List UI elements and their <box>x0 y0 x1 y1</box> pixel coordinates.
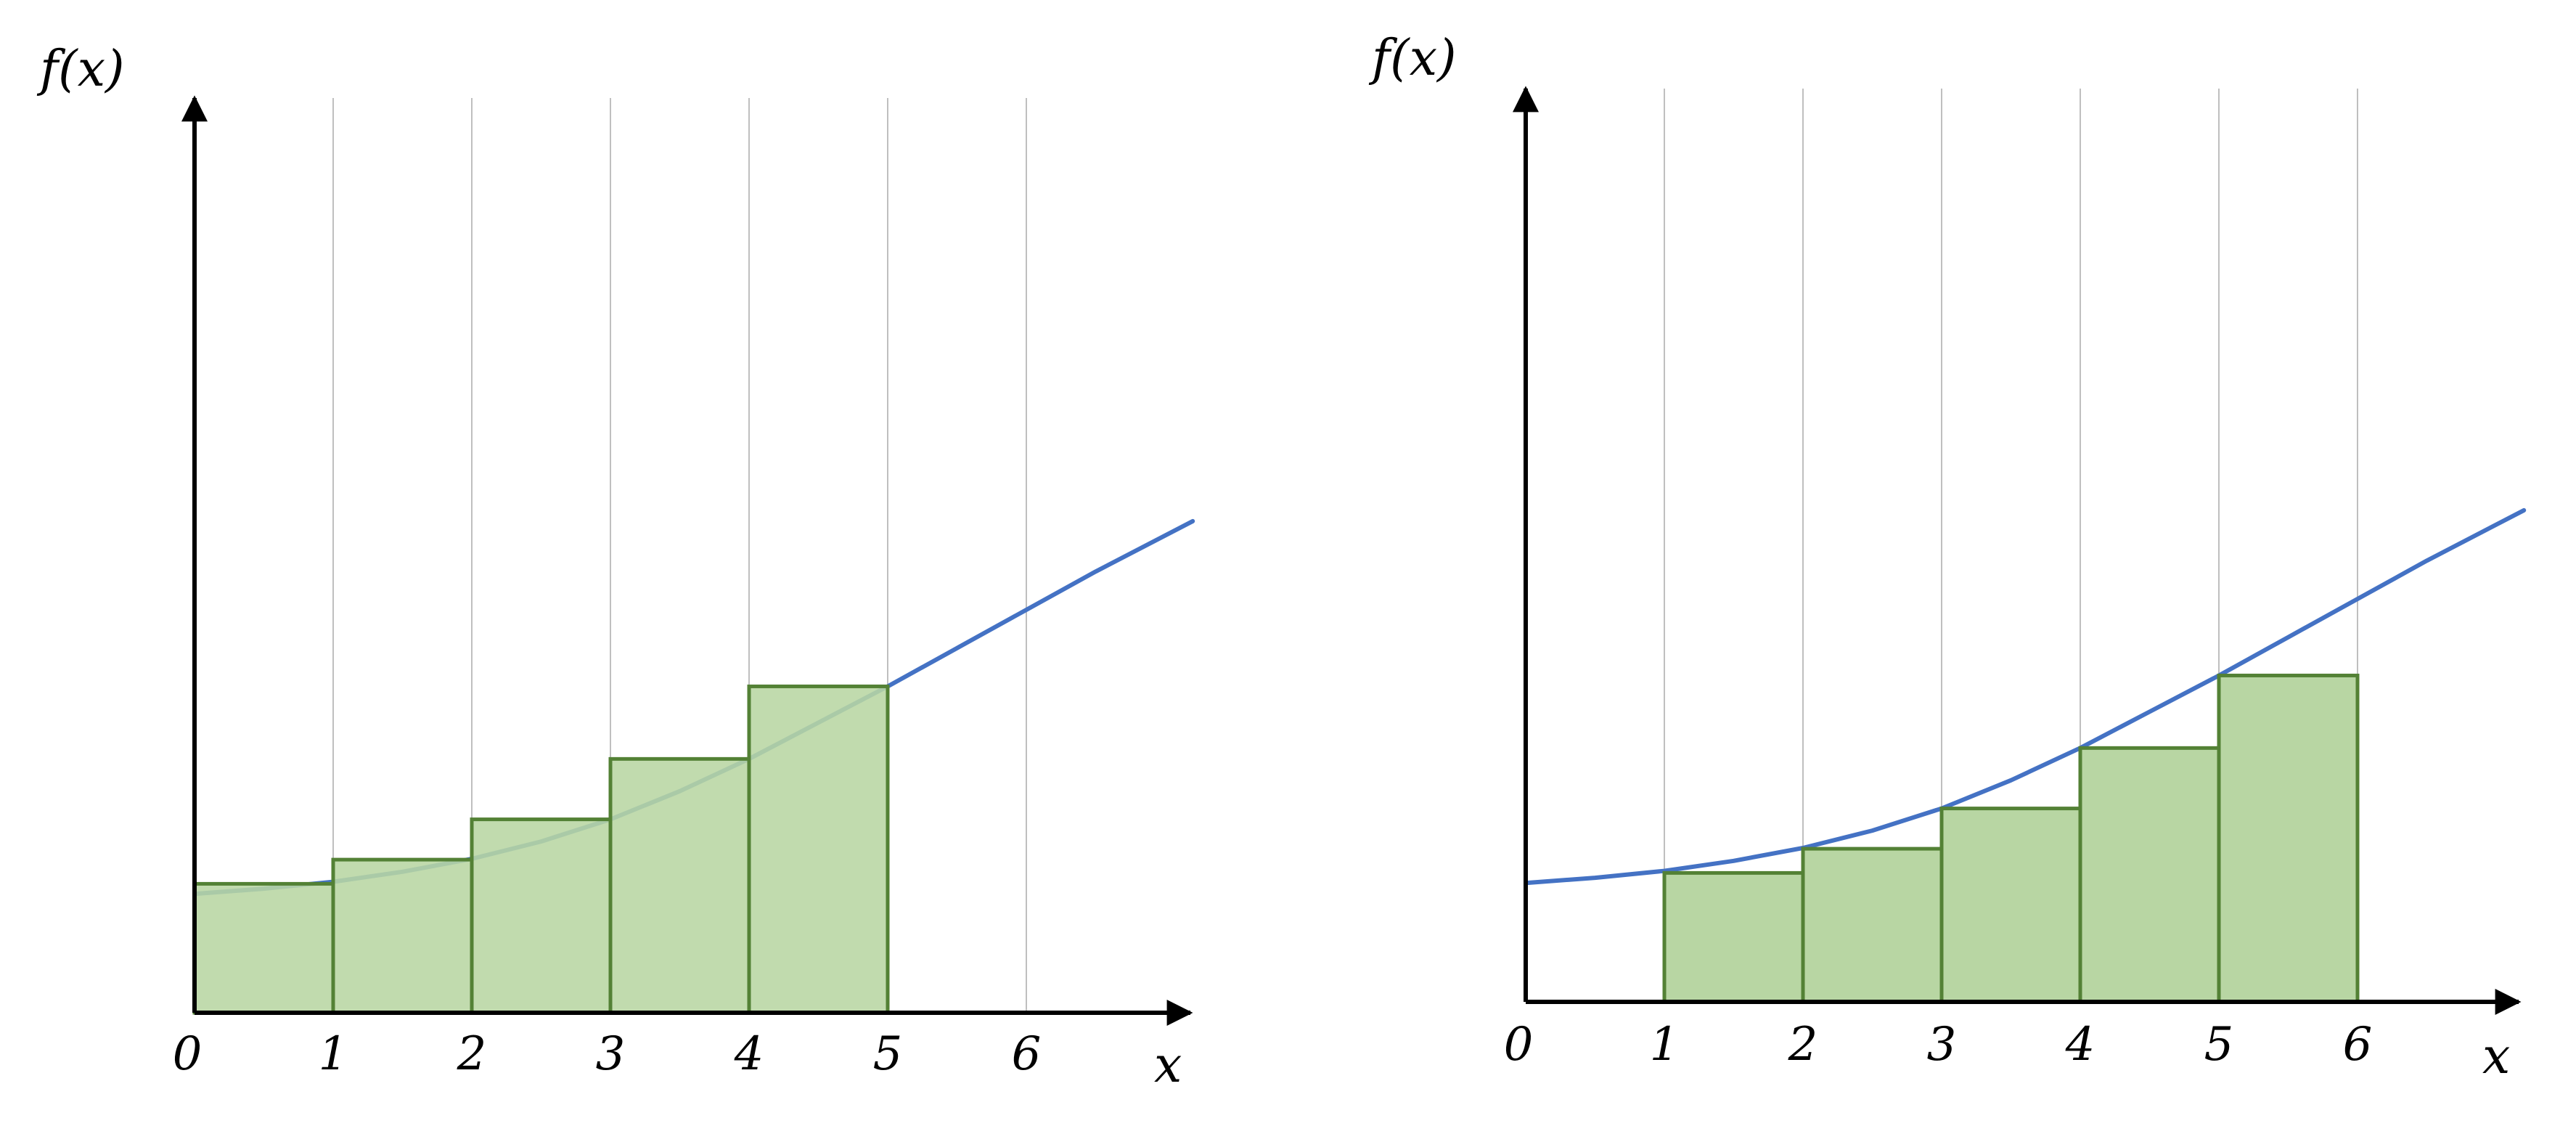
x-axis-label: x <box>2482 1028 2510 1085</box>
x-tick-label: 2 <box>1788 1018 1818 1072</box>
riemann-rectangle <box>1939 807 2082 1004</box>
x-tick-label: 1 <box>1650 1018 1680 1072</box>
x-axis-label: x <box>1154 1037 1182 1094</box>
function-curve <box>1524 507 2527 886</box>
x-tick-label: 5 <box>2204 1018 2234 1072</box>
riemann-rectangle <box>2078 746 2221 1004</box>
x-tick-label: 4 <box>734 1027 764 1081</box>
riemann-rectangle <box>470 817 613 1015</box>
riemann-rectangle <box>2217 673 2360 1004</box>
x-tick-label: 1 <box>319 1027 348 1081</box>
x-tick-label: 6 <box>1012 1027 1042 1081</box>
x-tick-label: 3 <box>596 1027 626 1081</box>
riemann-rectangle <box>192 881 335 1015</box>
riemann-rectangle <box>331 857 474 1015</box>
left-sum-plot: 0 1 2 3 4 5 6 f(x) x <box>36 41 1195 1094</box>
x-tick-label: 6 <box>2343 1018 2373 1072</box>
x-tick-label: 0 <box>1504 1018 1534 1072</box>
x-tick-label: 3 <box>1927 1018 1957 1072</box>
x-tick-label: 5 <box>873 1027 903 1081</box>
y-axis-label: f(x) <box>1368 30 1457 87</box>
riemann-rectangle <box>608 756 751 1015</box>
riemann-rectangle <box>747 684 890 1015</box>
y-axis-label: f(x) <box>36 41 125 98</box>
x-tick-label: 4 <box>2065 1018 2095 1072</box>
riemann-rectangle <box>1801 846 1944 1004</box>
x-tick-label: 2 <box>457 1027 487 1081</box>
right-sum-plot: 0 1 2 3 4 5 6 f(x) x <box>1368 30 2527 1085</box>
x-tick-label: 0 <box>173 1027 203 1081</box>
riemann-rectangle <box>1662 870 1805 1004</box>
